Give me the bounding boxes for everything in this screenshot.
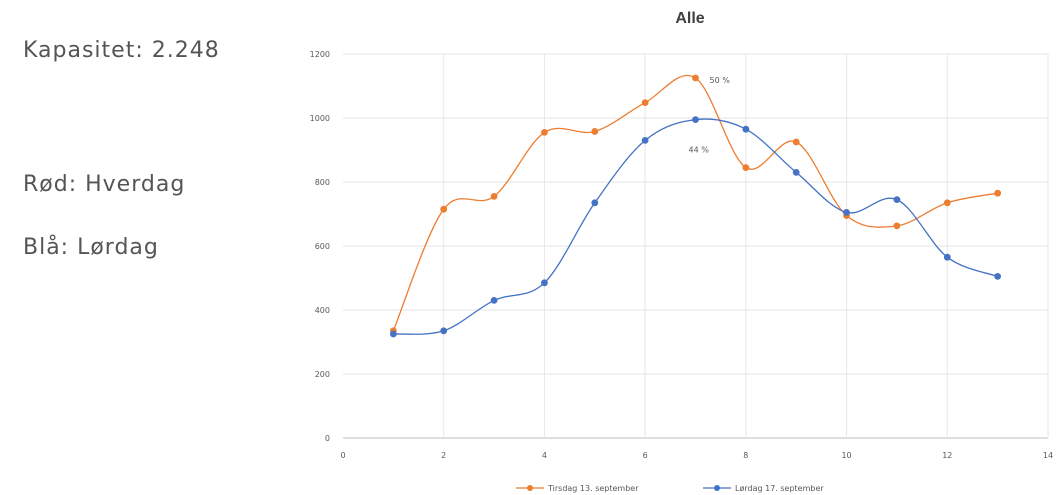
capacity-text: Kapasitet: 2.248 — [23, 38, 220, 63]
data-point-series-1 — [440, 327, 448, 335]
red-legend-note: Rød: Hverdag — [23, 172, 186, 197]
data-label: 50 % — [710, 76, 731, 85]
data-point-series-0 — [692, 74, 699, 82]
x-tick-label: 0 — [340, 451, 345, 460]
x-tick-label: 4 — [542, 451, 547, 460]
data-point-series-1 — [943, 253, 951, 261]
data-point-series-0 — [591, 128, 599, 135]
legend-label: Tirsdag 13. september — [547, 484, 639, 493]
data-point-series-0 — [943, 199, 951, 207]
axis-ticks: 0 200 400 600 800 1000 1200 0 2 4 6 8 10 12 14 — [310, 50, 1053, 460]
blue-legend-note: Blå: Lørdag — [23, 235, 159, 260]
legend: Tirsdag 13. september Lørdag 17. septembe… — [516, 484, 824, 493]
y-tick-label: 200 — [315, 370, 330, 379]
data-point-series-0 — [490, 193, 498, 200]
legend-label: Lørdag 17. september — [735, 484, 824, 493]
series-lines — [392, 75, 998, 335]
x-tick-label: 14 — [1043, 451, 1053, 460]
x-tick-label: 10 — [841, 451, 851, 460]
data-point-series-1 — [641, 137, 649, 144]
legend-marker — [714, 485, 720, 491]
y-tick-label: 600 — [315, 242, 330, 251]
series-points — [389, 74, 1002, 338]
x-tick-label: 8 — [743, 451, 748, 460]
data-point-series-0 — [541, 129, 548, 136]
legend-marker — [527, 485, 533, 491]
y-tick-label: 1200 — [310, 50, 330, 59]
y-tick-label: 1000 — [310, 114, 330, 123]
x-tick-label: 12 — [942, 451, 952, 460]
data-point-series-0 — [440, 205, 448, 213]
data-point-series-1 — [541, 279, 548, 287]
data-point-series-1 — [994, 273, 1002, 280]
data-labels: 50 % 44 % — [689, 76, 731, 155]
data-point-series-1 — [742, 125, 750, 133]
data-point-series-1 — [893, 196, 901, 204]
x-tick-label: 6 — [643, 451, 648, 460]
data-label: 44 % — [689, 146, 710, 155]
data-point-series-0 — [792, 138, 800, 146]
data-point-series-0 — [893, 222, 901, 230]
data-point-series-1 — [591, 199, 599, 207]
chart-grid — [343, 53, 1049, 439]
y-tick-label: 0 — [325, 434, 330, 443]
data-point-series-1 — [843, 209, 850, 216]
data-point-series-0 — [994, 189, 1002, 197]
chart-title: Alle — [675, 10, 704, 27]
data-point-series-0 — [641, 99, 649, 107]
series-line-0 — [392, 75, 998, 332]
x-tick-label: 2 — [441, 451, 446, 460]
y-tick-label: 400 — [315, 306, 330, 315]
y-tick-label: 800 — [315, 178, 330, 187]
data-point-series-1 — [692, 116, 699, 123]
data-point-series-1 — [389, 330, 397, 338]
data-point-series-1 — [792, 169, 800, 176]
data-point-series-0 — [742, 164, 750, 172]
data-point-series-1 — [490, 297, 498, 304]
